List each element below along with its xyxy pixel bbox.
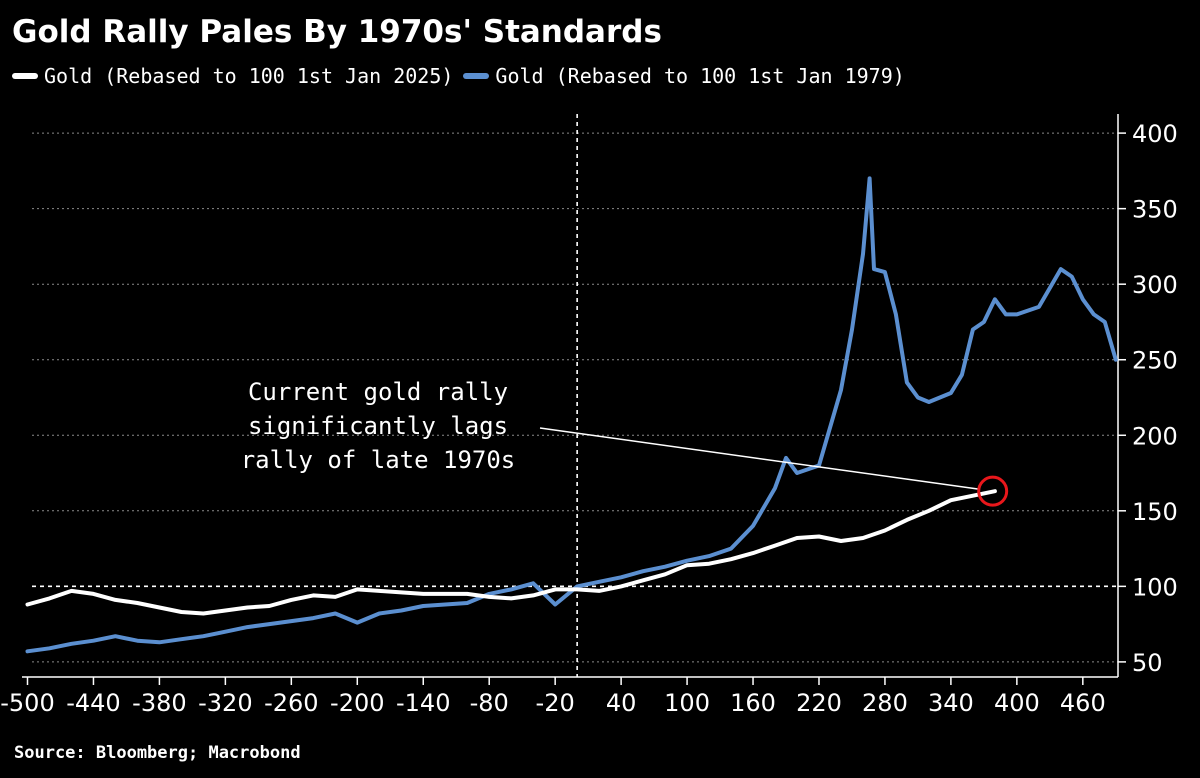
- legend-swatch-1979: [463, 73, 490, 79]
- x-tick-label-220: 220: [796, 689, 842, 717]
- x-tick-label--20: -20: [536, 689, 575, 717]
- y-tick-label-300: 300: [1132, 271, 1178, 299]
- annotation-text-line-1: Current gold rally: [248, 378, 508, 406]
- legend-swatch-2025: [12, 73, 38, 79]
- y-tick-label-50: 50: [1132, 649, 1163, 677]
- y-tick-label-200: 200: [1132, 422, 1178, 450]
- x-tick-label--500: -500: [0, 689, 54, 717]
- annotation-text-line-2: significantly lags: [248, 412, 508, 440]
- x-tick-label--80: -80: [470, 689, 509, 717]
- annotation-text-line-3: rally of late 1970s: [241, 446, 516, 474]
- y-tick-label-350: 350: [1132, 196, 1178, 224]
- x-tick-label-100: 100: [664, 689, 710, 717]
- x-tick-label--440: -440: [66, 689, 120, 717]
- x-tick-label-280: 280: [862, 689, 908, 717]
- series-line-1979: [25, 176, 1118, 654]
- x-tick-label--260: -260: [264, 689, 318, 717]
- source-note: Source: Bloomberg; Macrobond: [14, 743, 301, 763]
- y-tick-label-250: 250: [1132, 347, 1178, 375]
- x-tick-label--200: -200: [330, 689, 384, 717]
- legend-item-2025: Gold (Rebased to 100 1st Jan 2025): [12, 64, 453, 88]
- x-tick-label--380: -380: [132, 689, 186, 717]
- annotation-leader-line: [539, 427, 979, 490]
- y-tick-label-100: 100: [1132, 573, 1178, 601]
- x-tick-label-40: 40: [606, 689, 637, 717]
- x-tick-label-340: 340: [928, 689, 974, 717]
- y-tick-label-400: 400: [1132, 120, 1178, 148]
- y-tick-label-150: 150: [1132, 498, 1178, 526]
- legend: Gold (Rebased to 100 1st Jan 2025) Gold …: [12, 64, 915, 88]
- x-tick-label-160: 160: [730, 689, 776, 717]
- x-tick-label-400: 400: [994, 689, 1040, 717]
- legend-item-1979: Gold (Rebased to 100 1st Jan 1979): [463, 64, 905, 88]
- series-line-2025: [25, 489, 997, 616]
- chart-title: Gold Rally Pales By 1970s' Standards: [12, 14, 662, 50]
- x-tick-label--140: -140: [396, 689, 450, 717]
- x-tick-label--320: -320: [198, 689, 252, 717]
- x-tick-label-460: 460: [1060, 689, 1106, 717]
- legend-label-2025: Gold (Rebased to 100 1st Jan 2025): [44, 64, 454, 88]
- legend-label-1979: Gold (Rebased to 100 1st Jan 1979): [495, 64, 905, 88]
- annotation-highlight-circle: [977, 475, 1009, 507]
